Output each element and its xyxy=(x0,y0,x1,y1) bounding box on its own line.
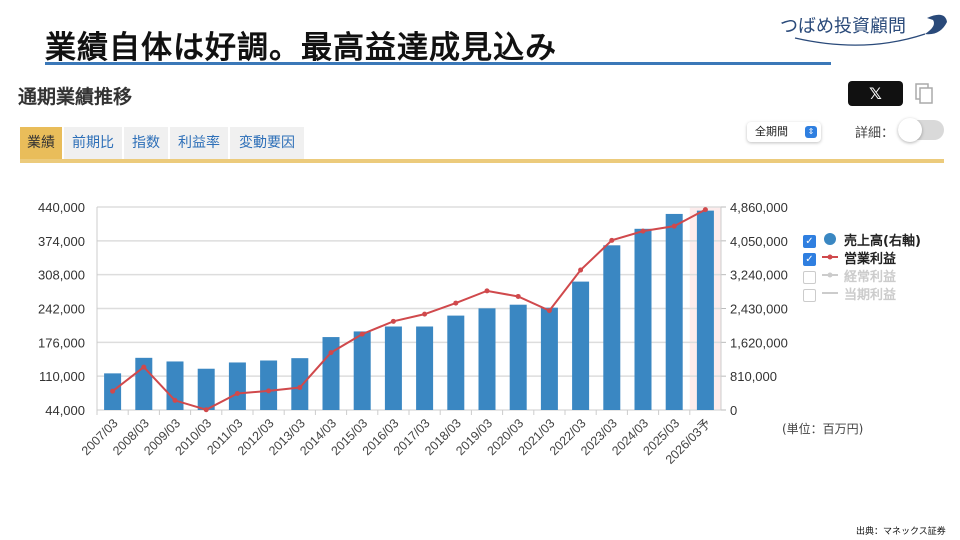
bar-sales xyxy=(634,228,652,410)
right-axis-tick-label: 2,430,000 xyxy=(730,302,788,317)
checkbox-unchecked-icon[interactable] xyxy=(803,289,816,302)
bar-sales xyxy=(260,360,278,410)
detail-toggle[interactable] xyxy=(898,118,944,142)
right-axis-tick-label: 1,620,000 xyxy=(730,335,788,350)
operating-profit-point xyxy=(422,311,428,317)
slide-title: 業績自体は好調。最高益達成見込み xyxy=(45,30,557,66)
operating-profit-point xyxy=(234,390,240,396)
bar-sales xyxy=(322,337,340,410)
share-x-button[interactable]: 𝕏 xyxy=(848,81,903,106)
left-axis-tick-label: 374,000 xyxy=(38,234,85,249)
bar-sales xyxy=(291,358,309,410)
legend-label: 営業利益 xyxy=(844,252,897,267)
widget-title: 通期業績推移 xyxy=(18,86,133,108)
bar-sales xyxy=(572,281,590,410)
operating-profit-point xyxy=(172,397,178,403)
operating-profit-point xyxy=(110,388,116,394)
operating-profit-line xyxy=(111,208,706,411)
bar-sales xyxy=(353,331,371,410)
title-underline xyxy=(45,62,831,65)
bar-sales xyxy=(228,362,246,410)
bar-sales xyxy=(197,368,215,410)
left-axis-tick-label: 242,000 xyxy=(38,302,85,317)
bar-sales xyxy=(166,361,184,410)
right-axis-tick-label: 4,860,000 xyxy=(730,200,788,215)
operating-profit-point xyxy=(609,237,615,243)
unit-label: (単位：百万円) xyxy=(782,422,864,436)
logo: つばめ投資顧問 xyxy=(775,8,950,48)
bar-sales xyxy=(384,326,402,410)
bar-sales xyxy=(696,210,714,410)
line-marker-icon xyxy=(822,286,838,305)
operating-profit-point xyxy=(141,364,147,370)
bar-sales xyxy=(447,315,465,410)
operating-profit-point xyxy=(328,350,334,356)
left-axis-tick-label: 308,000 xyxy=(38,268,85,283)
left-axis-tick-label: 110,000 xyxy=(39,369,85,384)
legend-label: 経常利益 xyxy=(844,270,897,285)
legend-net-profit[interactable]: 当期利益 xyxy=(803,286,897,305)
results-chart: 440,000 4,860,000 374,000 4,050,000 308,000 3… xyxy=(38,200,788,467)
line-marker-icon xyxy=(822,250,838,269)
logo-text: つばめ投資顧問 xyxy=(780,16,906,37)
tab-factors[interactable]: 変動要因 xyxy=(230,127,304,159)
checkbox-unchecked-icon[interactable] xyxy=(803,271,816,284)
copy-icon[interactable] xyxy=(914,83,934,105)
operating-profit-point xyxy=(702,207,708,213)
operating-profit-point xyxy=(484,288,490,294)
source-note: 出典：マネックス証券 xyxy=(856,527,946,537)
swallow-logo-icon xyxy=(794,14,947,46)
period-select[interactable]: 全期間 ⇕ xyxy=(747,122,821,142)
checkbox-checked-icon[interactable]: ✓ xyxy=(803,253,816,266)
operating-profit-point xyxy=(578,267,584,273)
operating-profit-point xyxy=(515,293,521,299)
detail-label: 詳細： xyxy=(855,126,895,141)
line-marker-icon xyxy=(822,268,838,287)
legend-operating-profit[interactable]: ✓ 営業利益 xyxy=(803,250,897,269)
left-axis-tick-label: 44,000 xyxy=(45,403,85,418)
bar-sales xyxy=(509,304,527,410)
bar-sales xyxy=(665,213,683,410)
period-select-value: 全期間 xyxy=(755,125,788,138)
legend-ordinary-profit[interactable]: 経常利益 xyxy=(803,268,897,287)
bar-sales xyxy=(603,245,621,410)
chevron-updown-icon: ⇕ xyxy=(805,126,817,138)
operating-profit-point xyxy=(390,318,396,324)
tab-index[interactable]: 指数 xyxy=(124,127,168,159)
operating-profit-point xyxy=(203,407,209,413)
operating-profit-point xyxy=(546,308,552,314)
circle-marker-icon xyxy=(822,232,838,251)
operating-profit-point xyxy=(453,300,459,306)
bar-sales xyxy=(540,307,558,410)
legend-label: 当期利益 xyxy=(844,288,897,303)
operating-profit-point xyxy=(640,228,646,234)
operating-profit-point xyxy=(266,388,272,394)
operating-profit-point xyxy=(297,385,303,391)
tab-results[interactable]: 業績 xyxy=(20,127,62,159)
checkbox-checked-icon[interactable]: ✓ xyxy=(803,235,816,248)
right-axis-tick-label: 4,050,000 xyxy=(730,234,788,249)
tab-margin[interactable]: 利益率 xyxy=(170,127,228,159)
legend-label: 売上高(右軸) xyxy=(844,234,921,249)
legend-sales[interactable]: ✓ 売上高(右軸) xyxy=(803,232,921,251)
operating-profit-point xyxy=(359,331,365,337)
tab-bar-divider xyxy=(20,159,944,163)
bar-sales xyxy=(478,308,496,410)
tab-yoy[interactable]: 前期比 xyxy=(64,127,122,159)
right-axis-tick-label: 3,240,000 xyxy=(730,268,788,283)
left-axis-tick-label: 176,000 xyxy=(38,335,85,350)
right-axis-tick-label: 0 xyxy=(730,403,737,418)
bar-sales xyxy=(416,326,434,410)
left-axis-tick-label: 440,000 xyxy=(38,200,85,215)
right-axis-tick-label: 810,000 xyxy=(730,369,777,384)
operating-profit-point xyxy=(671,223,677,229)
